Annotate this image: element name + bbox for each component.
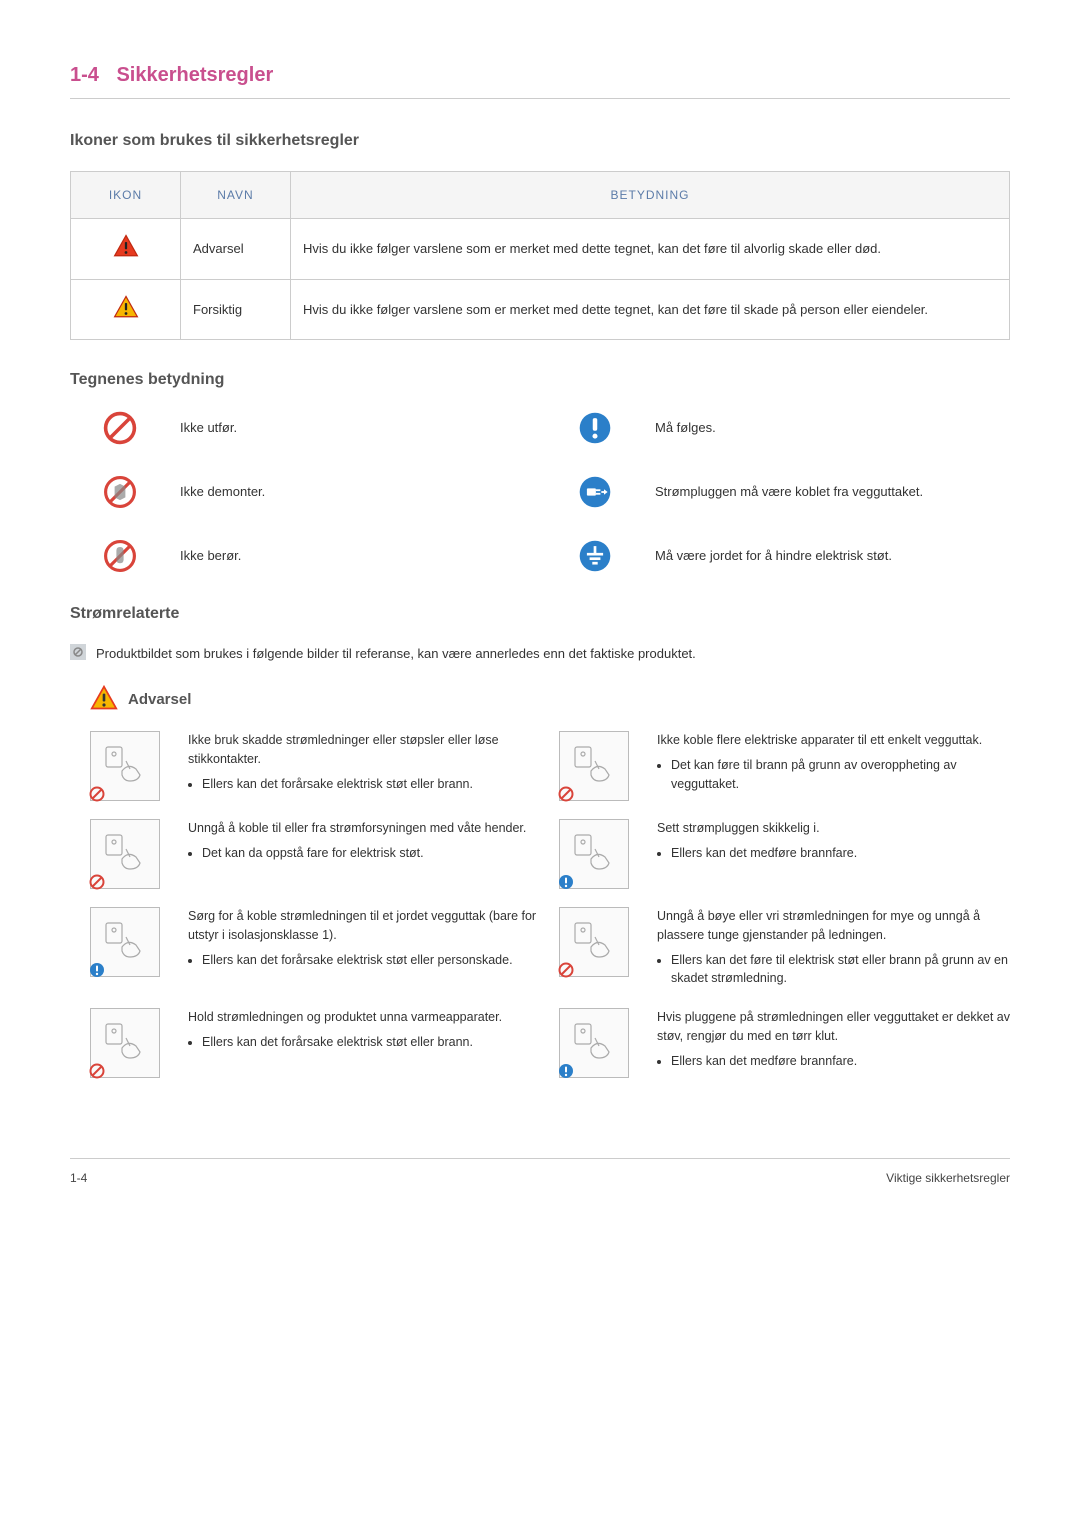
symbol-text: Ikke berør. [180,546,535,566]
note-row: Produktbildet som brukes i følgende bild… [70,644,1010,664]
symbol-text: Må følges. [655,418,1010,438]
warning-bullet: Det kan føre til brann på grunn av overo… [671,756,1010,794]
warning-text: Sørg for å koble strømledningen til et j… [188,907,541,990]
warning-text: Hold strømledningen og produktet unna va… [188,1008,541,1078]
symbols-grid: Ikke utfør. Må følges. Ikke demonter. St… [70,410,1010,574]
warnings-grid: Ikke bruk skadde strømledninger eller st… [70,731,1010,1078]
table-name-cell: Forsiktig [181,279,291,340]
note-icon [70,644,86,660]
warning-text: Sett strømpluggen skikkelig i. Ellers ka… [657,819,1010,889]
corner-badge-icon [89,962,105,978]
warning-text: Unngå å koble til eller fra strømforsyni… [188,819,541,889]
warning-illustration [559,1008,629,1078]
corner-badge-icon [558,874,574,890]
symbol-text: Ikke utfør. [180,418,535,438]
th-name: NAVN [181,172,291,219]
warning-main-text: Unngå å bøye eller vri strømledningen fo… [657,907,1010,945]
symbol-icon [565,410,625,446]
warning-illustration [559,819,629,889]
warning-header-text: Advarsel [128,689,191,712]
warning-text: Ikke bruk skadde strømledninger eller st… [188,731,541,801]
th-icon: IKON [71,172,181,219]
warning-illustration [90,907,160,977]
warning-main-text: Unngå å koble til eller fra strømforsyni… [188,819,541,838]
table-name-cell: Advarsel [181,219,291,280]
symbol-icon [565,538,625,574]
table-row: Advarsel Hvis du ikke følger varslene so… [71,219,1010,280]
warning-bullet: Ellers kan det føre til elektrisk støt e… [671,951,1010,989]
corner-badge-icon [558,1063,574,1079]
warning-text: Ikke koble flere elektriske apparater ti… [657,731,1010,801]
warning-bullet: Ellers kan det medføre brannfare. [671,1052,1010,1071]
symbols-heading: Tegnenes betydning [70,368,1010,392]
corner-badge-icon [558,962,574,978]
warning-bullet: Ellers kan det medføre brannfare. [671,844,1010,863]
table-meaning-cell: Hvis du ikke følger varslene som er merk… [291,279,1010,340]
symbol-icon [90,474,150,510]
symbol-text: Må være jordet for å hindre elektrisk st… [655,546,1010,566]
warning-bullet: Det kan da oppstå fare for elektrisk stø… [202,844,541,863]
warning-bullet: Ellers kan det forårsake elektrisk støt … [202,1033,541,1052]
symbol-text: Ikke demonter. [180,482,535,502]
symbol-icon [565,474,625,510]
warning-illustration [559,731,629,801]
warning-main-text: Ikke koble flere elektriske apparater ti… [657,731,1010,750]
section-number: 1-4 [70,64,99,86]
section-title-text: Sikkerhetsregler [116,64,273,86]
icons-heading: Ikoner som brukes til sikkerhetsregler [70,129,1010,153]
symbol-text: Strømpluggen må være koblet fra veggutta… [655,482,1010,502]
corner-badge-icon [89,874,105,890]
warning-illustration [90,731,160,801]
symbol-icon [90,538,150,574]
warning-text: Hvis pluggene på strømledningen eller ve… [657,1008,1010,1078]
corner-badge-icon [89,1063,105,1079]
warning-main-text: Ikke bruk skadde strømledninger eller st… [188,731,541,769]
footer-left: 1-4 [70,1169,87,1187]
warning-triangle-icon [90,684,118,718]
warning-illustration [559,907,629,977]
table-row: Forsiktig Hvis du ikke følger varslene s… [71,279,1010,340]
warning-text: Unngå å bøye eller vri strømledningen fo… [657,907,1010,990]
corner-badge-icon [558,786,574,802]
th-meaning: BETYDNING [291,172,1010,219]
warning-main-text: Sørg for å koble strømledningen til et j… [188,907,541,945]
symbol-icon [90,410,150,446]
table-icon-cell [71,219,181,280]
table-icon-cell [71,279,181,340]
warning-bullet: Ellers kan det forårsake elektrisk støt … [202,775,541,794]
warning-main-text: Hvis pluggene på strømledningen eller ve… [657,1008,1010,1046]
table-meaning-cell: Hvis du ikke følger varslene som er merk… [291,219,1010,280]
warning-illustration [90,1008,160,1078]
warning-header: Advarsel [90,684,1010,718]
footer-right: Viktige sikkerhetsregler [886,1169,1010,1187]
corner-badge-icon [89,786,105,802]
power-heading: Strømrelaterte [70,602,1010,626]
note-text: Produktbildet som brukes i følgende bild… [96,644,696,664]
warning-main-text: Hold strømledningen og produktet unna va… [188,1008,541,1027]
page-title: 1-4 Sikkerhetsregler [70,60,1010,99]
warning-bullet: Ellers kan det forårsake elektrisk støt … [202,951,541,970]
icon-table: IKON NAVN BETYDNING Advarsel Hvis du ikk… [70,171,1010,340]
footer: 1-4 Viktige sikkerhetsregler [70,1158,1010,1187]
warning-main-text: Sett strømpluggen skikkelig i. [657,819,1010,838]
warning-illustration [90,819,160,889]
